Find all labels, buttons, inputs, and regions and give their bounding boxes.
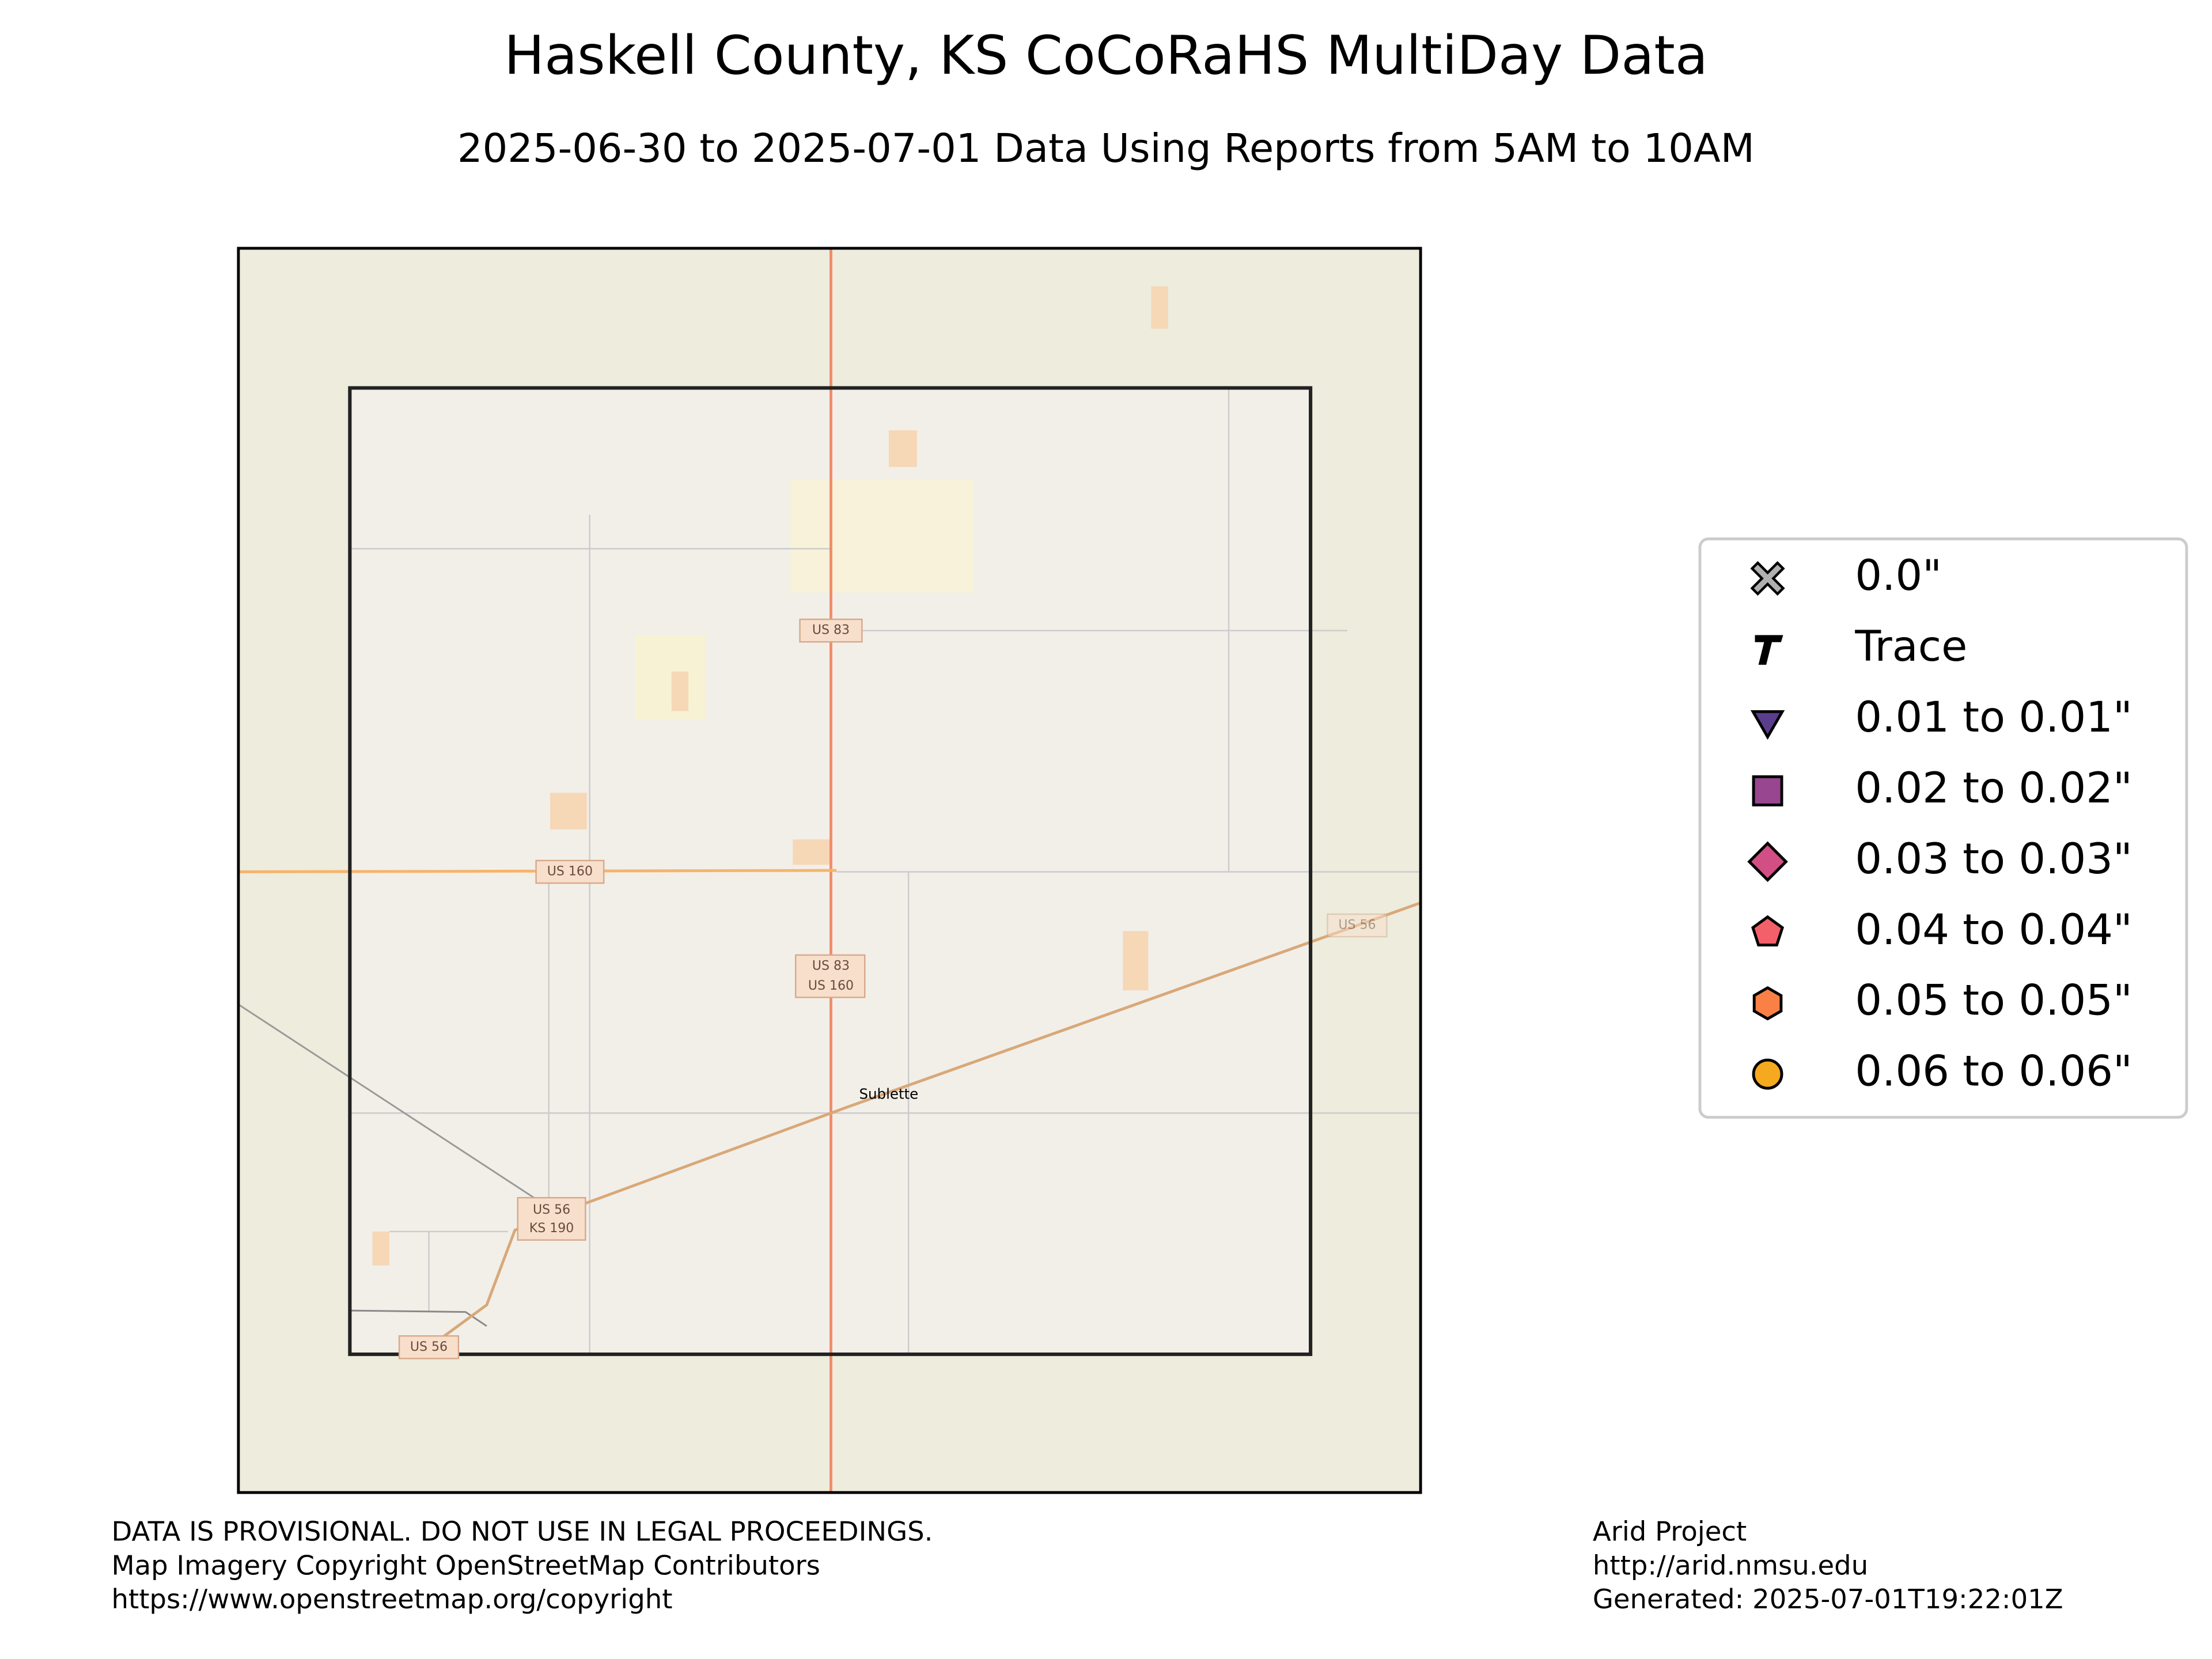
title: Haskell County, KS CoCoRaHS MultiDay Dat… [504, 24, 1708, 86]
shield-label: US 160 [808, 979, 854, 993]
legend-label: 0.0" [1855, 551, 1942, 600]
rail [238, 1003, 537, 1200]
minor-roads [350, 388, 1421, 1355]
footer-left: https://www.openstreetmap.org/copyright [111, 1584, 672, 1615]
legend-label: 0.04 to 0.04" [1855, 906, 2132, 955]
county-border [348, 386, 1313, 1357]
legend-marker [1751, 915, 1785, 947]
landuse [372, 286, 1168, 1266]
footer-right: Generated: 2025-07-01T19:22:01Z [1593, 1584, 2063, 1615]
shield-label: US 160 [547, 864, 593, 878]
legend-marker [1752, 1058, 1783, 1090]
footer-right: http://arid.nmsu.edu [1593, 1550, 1868, 1581]
rail [350, 1309, 487, 1327]
shield-label: US 56 [1338, 918, 1376, 933]
subtitle: 2025-06-30 to 2025-07-01 Data Using Repo… [457, 126, 1755, 172]
shield-label: US 56 [410, 1340, 448, 1354]
map: US 83 US 160 US 83 US 160 US 56 KS 190 U… [237, 247, 1422, 1494]
place-label: Sublette [859, 1085, 919, 1102]
road-shield: US 56 KS 190 [517, 1196, 586, 1241]
legend: 0.0" Trace 0.01 to 0.01" 0.02 to 0.02" 0.03 … [1698, 537, 2188, 1119]
road-shield: US 160 [535, 859, 605, 884]
legend-box [1698, 537, 2188, 1119]
legend-label: 0.05 to 0.05" [1855, 976, 2132, 1025]
legend-marker [1755, 635, 1783, 665]
footer-left: DATA IS PROVISIONAL. DO NOT USE IN LEGAL… [111, 1516, 933, 1547]
footer: DATA IS PROVISIONAL. DO NOT USE IN LEGAL… [111, 1516, 2063, 1615]
legend-label: 0.03 to 0.03" [1855, 835, 2132, 884]
shield-label: US 83 [812, 959, 850, 974]
shield-label: KS 190 [529, 1221, 574, 1236]
legend-label: 0.02 to 0.02" [1855, 764, 2132, 813]
road-shield: US 83 US 160 [795, 954, 866, 998]
legend-marker [1752, 775, 1783, 806]
road-shield: US 56 [1327, 913, 1388, 938]
road-shield: US 56 [398, 1335, 460, 1359]
legend-marker [1747, 841, 1788, 882]
legend-marker [1752, 986, 1783, 1021]
shield-label: US 83 [812, 623, 850, 638]
legend-marker [1750, 561, 1785, 596]
legend-label: 0.01 to 0.01" [1855, 693, 2132, 742]
map-frame [237, 247, 1422, 1494]
shield-label: US 56 [533, 1203, 570, 1217]
fields [635, 479, 974, 719]
legend-label: Trace [1854, 622, 1967, 671]
footer-right: Arid Project [1593, 1516, 1747, 1547]
road-shield: US 83 [799, 618, 863, 643]
footer-left: Map Imagery Copyright OpenStreetMap Cont… [111, 1550, 820, 1581]
legend-label: 0.06 to 0.06" [1855, 1047, 2132, 1096]
legend-marker [1750, 710, 1785, 740]
